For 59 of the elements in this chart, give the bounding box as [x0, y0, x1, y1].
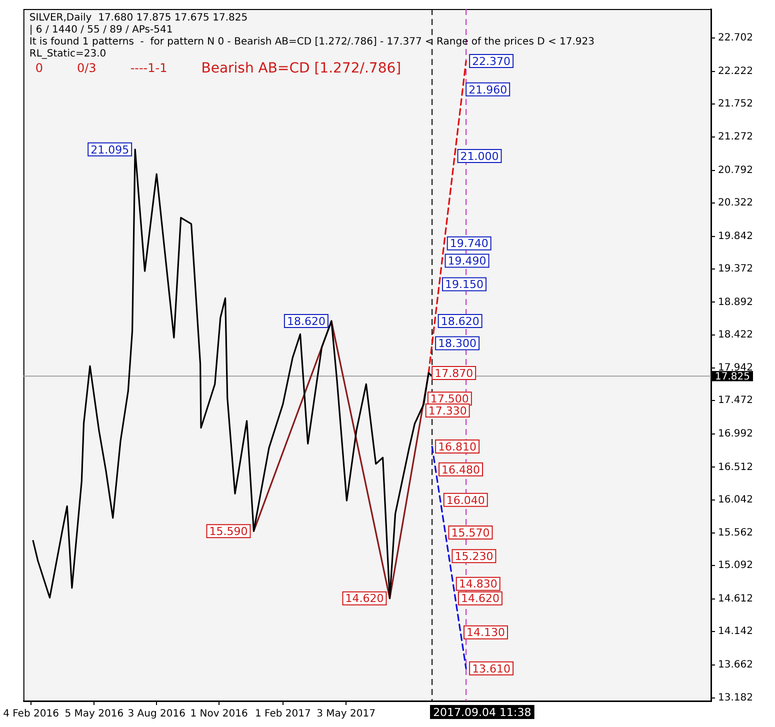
annotation: | 6 / 1440 / 55 / 89 / APs-541	[29, 24, 173, 36]
annotation: 21.960	[468, 83, 508, 96]
annotation: 15.230	[454, 550, 494, 563]
y-tick-label: 17.472	[718, 395, 753, 406]
y-tick-label: 13.662	[718, 659, 753, 670]
annotation: RL_Static=23.0	[29, 48, 106, 60]
annotation: 17.870	[434, 366, 474, 380]
annotation: 16.040	[446, 494, 485, 507]
x-tick-label: 4 Feb 2016	[3, 708, 59, 720]
y-tick-label: 19.372	[718, 263, 753, 274]
annotation: 18.300	[438, 337, 477, 350]
x-tick-label: 1 Feb 2017	[254, 708, 311, 720]
y-tick-label: 14.142	[718, 626, 753, 638]
annotation: 14.620	[460, 592, 500, 606]
annotation: 0	[35, 61, 44, 76]
annotation: 16.480	[442, 463, 480, 476]
x-tick-label: 5 May 2016	[64, 708, 124, 720]
annotation: 17.500	[430, 392, 469, 406]
x-tick-label: 1 Nov 2016	[190, 708, 248, 720]
annotation: 22.370	[472, 54, 511, 68]
y-tick-label: 22.222	[718, 66, 753, 77]
y-tick-label: 13.182	[718, 692, 753, 704]
y-tick-label: 22.702	[718, 32, 753, 44]
y-tick-label: 19.842	[718, 230, 753, 242]
annotation: 14.620	[345, 592, 384, 606]
y-tick-label: 21.272	[718, 132, 753, 143]
annotation: 15.590	[209, 524, 248, 538]
y-tick-label: 16.992	[718, 428, 753, 440]
y-tick-label: 20.792	[718, 165, 753, 176]
annotation: 14.130	[466, 626, 506, 640]
annotation: Bearish AB=CD [1.272/.786]	[201, 60, 402, 77]
chart-title: SILVER,Daily 17.680 17.875 17.675 17.825	[29, 12, 248, 24]
annotation: 19.490	[448, 254, 486, 268]
y-tick-label: 20.322	[718, 198, 753, 209]
y-tick-label: 18.892	[718, 296, 753, 308]
annotation: 21.095	[90, 143, 130, 156]
annotation: 19.150	[445, 278, 484, 292]
annotation: 18.620	[286, 314, 326, 328]
ref-line-label: 2017.09.04 11:38	[433, 706, 532, 719]
y-tick-label: 16.512	[718, 462, 753, 473]
y-tick-label: 21.752	[718, 98, 753, 110]
x-tick-label: 3 Aug 2016	[128, 708, 186, 720]
annotation: 14.830	[458, 578, 498, 591]
x-tick-label: 3 May 2017	[316, 708, 376, 720]
annotation: 19.740	[450, 237, 488, 250]
annotation: 15.570	[451, 526, 490, 540]
annotation: 21.000	[460, 150, 499, 163]
annotation: 0/3	[77, 61, 96, 76]
y-tick-label: 14.612	[718, 594, 753, 605]
y-tick-label: 15.562	[718, 528, 753, 539]
y-tick-label: 18.422	[718, 329, 753, 340]
y-tick-label: 15.092	[718, 560, 753, 572]
annotation: 16.810	[438, 440, 477, 454]
annotation: ----1-1	[130, 61, 168, 76]
y-tick-label: 16.042	[718, 494, 753, 506]
annotation: 13.610	[472, 662, 511, 676]
annotation: 18.620	[440, 314, 480, 328]
ref-line-label: 17.825	[715, 372, 750, 383]
annotation: 17.330	[428, 404, 467, 418]
